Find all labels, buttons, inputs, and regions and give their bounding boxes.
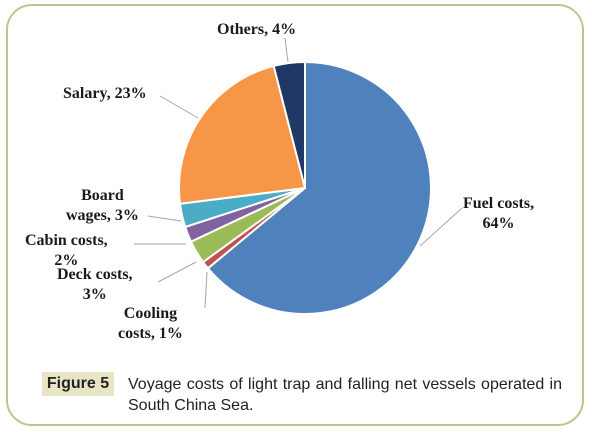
label-cooling-costs-line2: costs, 1%: [118, 325, 183, 342]
pie-slice-others: [272, 60, 306, 189]
label-board-wages: Board wages, 3%: [66, 186, 139, 226]
leader-line-deck-costs: [157, 261, 197, 283]
label-cooling-costs: Cooling costs, 1%: [118, 304, 183, 344]
label-deck-costs-line1: Deck costs,: [57, 266, 133, 283]
figure-number: Figure 5: [42, 372, 114, 396]
pie-slice-fuel-costs: [206, 60, 432, 315]
label-deck-costs-line2: 3%: [82, 286, 107, 303]
label-cabin-costs-line1: Cabin costs,: [25, 232, 108, 249]
label-others: Others, 4%: [217, 21, 297, 38]
figure-caption-text: Voyage costs of light trap and falling n…: [128, 376, 562, 414]
label-cabin-costs: Cabin costs, 2%: [25, 231, 108, 271]
pie-slice-salary: [178, 64, 307, 205]
label-cooling-costs-line1: Cooling: [123, 305, 178, 322]
label-salary: Salary, 23%: [63, 85, 147, 102]
figure-caption: Figure 5 Voyage costs of light trap and …: [42, 372, 562, 418]
label-fuel-costs: Fuel costs, 64%: [463, 194, 534, 234]
leader-line-salary: [159, 95, 199, 119]
label-fuel-costs-line1: Fuel costs,: [463, 195, 535, 212]
leader-line-board-wages: [147, 215, 182, 222]
label-fuel-costs-line2: 64%: [482, 215, 515, 232]
label-deck-costs: Deck costs, 3%: [57, 265, 133, 305]
label-board-wages-line1: Board: [81, 187, 124, 204]
leader-line-others: [284, 37, 289, 63]
leader-line-fuel-costs: [419, 207, 463, 247]
label-cabin-costs-line2: 2%: [54, 252, 79, 269]
label-board-wages-line2: wages, 3%: [66, 207, 139, 224]
leader-line-cooling-costs: [204, 271, 208, 309]
